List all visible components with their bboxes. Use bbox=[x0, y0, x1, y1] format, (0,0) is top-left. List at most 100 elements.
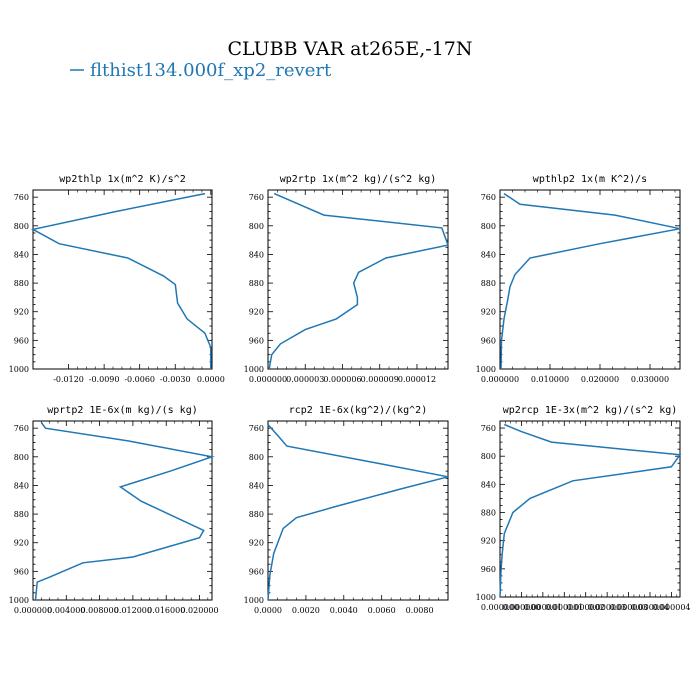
x-tick-label: 0.020000 bbox=[581, 375, 619, 384]
x-tick-label: 0.000003 bbox=[588, 603, 626, 612]
panel-title: wp2thlp 1x(m^2 K)/s^2 bbox=[59, 174, 185, 185]
y-tick-label: 880 bbox=[14, 510, 29, 519]
series-line bbox=[30, 192, 212, 369]
panel-title: wprtp2 1E-6x(m kg)/(s kg) bbox=[47, 405, 198, 416]
y-tick-label: 840 bbox=[14, 481, 29, 490]
x-tick-label: 0.0080 bbox=[406, 606, 434, 615]
plot-frame bbox=[267, 189, 449, 370]
y-tick-label: 800 bbox=[249, 222, 264, 231]
y-tick-label: 1000 bbox=[244, 596, 264, 605]
y-tick-label: 880 bbox=[249, 279, 264, 288]
y-tick-label: 960 bbox=[249, 567, 264, 576]
x-tick-label: 0.000000 bbox=[14, 606, 52, 615]
y-tick-label: 800 bbox=[14, 222, 29, 231]
x-tick-label: 0.016000 bbox=[147, 606, 185, 615]
x-tick-label: 0.0000 bbox=[254, 606, 282, 615]
y-tick-label: 760 bbox=[481, 424, 496, 433]
plot-frame bbox=[32, 420, 213, 601]
x-tick-label: 0.0040 bbox=[330, 606, 358, 615]
x-tick-label: 0.000001 bbox=[524, 603, 562, 612]
x-tick-label: 0.000012 bbox=[398, 375, 436, 384]
y-tick-label: 1000 bbox=[244, 365, 264, 374]
plot-frame bbox=[499, 189, 681, 370]
y-tick-label: 880 bbox=[481, 509, 496, 518]
x-tick-label: 0.004000 bbox=[47, 606, 85, 615]
series-line bbox=[34, 421, 215, 601]
x-tick-label: 0.030000 bbox=[631, 375, 669, 384]
x-tick-label: 0.000000 bbox=[502, 603, 540, 612]
x-tick-label: 0.000009 bbox=[361, 375, 399, 384]
x-tick-label: 0.012000 bbox=[114, 606, 152, 615]
panel-title: wpthlp2 1x(m K^2)/s bbox=[533, 174, 647, 185]
series-line bbox=[267, 424, 449, 601]
x-tick-label: -0.0120 bbox=[53, 375, 84, 384]
y-tick-label: 880 bbox=[14, 279, 29, 288]
y-tick-label: 880 bbox=[481, 279, 496, 288]
y-tick-label: 960 bbox=[14, 336, 29, 345]
x-tick-label: 0.000006 bbox=[323, 375, 361, 384]
panels: wp2thlp 1x(m^2 K)/s^2 760 800 840 880 920 960 1… bbox=[9, 174, 691, 615]
y-tick-label: 1000 bbox=[9, 596, 29, 605]
y-tick-label: 920 bbox=[14, 308, 29, 317]
x-tick-label: 0.0020 bbox=[292, 606, 320, 615]
y-tick-label: 840 bbox=[249, 481, 264, 490]
y-tick-label: 840 bbox=[481, 480, 496, 489]
x-tick-label: -0.0030 bbox=[160, 375, 191, 384]
x-tick-label: 0.0060 bbox=[368, 606, 396, 615]
y-tick-label: 760 bbox=[14, 193, 29, 202]
y-tick-label: 800 bbox=[14, 453, 29, 462]
y-tick-label: 840 bbox=[249, 250, 264, 259]
plot-frame bbox=[499, 420, 681, 598]
y-tick-label: 920 bbox=[249, 308, 264, 317]
x-tick-label: 0.000004 bbox=[631, 603, 669, 612]
y-tick-label: 880 bbox=[249, 510, 264, 519]
legend-label: flthist134.000f_xp2_revert bbox=[90, 60, 332, 81]
series-line bbox=[499, 423, 682, 598]
y-tick-label: 760 bbox=[249, 193, 264, 202]
panel-title: rcp2 1E-6x(kg^2)/(kg^2) bbox=[289, 405, 427, 416]
x-tick-label: 0.000001 bbox=[545, 603, 583, 612]
panel-6: wp2rcp 1E-3x(m^2 kg)/(s^2 kg) 760 800 840 88… bbox=[476, 405, 691, 612]
x-tick-label: 0.000003 bbox=[609, 603, 647, 612]
y-tick-label: 1000 bbox=[476, 365, 496, 374]
plot-frame bbox=[267, 420, 449, 601]
y-tick-label: 920 bbox=[481, 308, 496, 317]
series-line bbox=[268, 192, 449, 370]
y-tick-label: 840 bbox=[481, 250, 496, 259]
y-tick-label: 1000 bbox=[9, 365, 29, 374]
panel-2: wp2rtp 1x(m^2 kg)/(s^2 kg) 760 800 840 880 92… bbox=[244, 174, 449, 384]
x-tick-label: 0.000000 bbox=[481, 375, 519, 384]
x-tick-label: 0.000000 bbox=[249, 375, 287, 384]
series-line bbox=[500, 192, 681, 370]
panel-3: wpthlp2 1x(m K^2)/s 760 800 840 880 920 960 100… bbox=[476, 174, 681, 384]
y-tick-label: 960 bbox=[481, 336, 496, 345]
y-tick-label: 920 bbox=[249, 539, 264, 548]
x-tick-label: 0.000003 bbox=[286, 375, 324, 384]
x-tick-label: 0.000002 bbox=[567, 603, 605, 612]
x-tick-label: -0.0090 bbox=[89, 375, 120, 384]
y-tick-label: 840 bbox=[14, 250, 29, 259]
panel-5: rcp2 1E-6x(kg^2)/(kg^2) 760 800 840 880 920 96… bbox=[244, 405, 449, 615]
x-tick-label: 0.020000 bbox=[180, 606, 218, 615]
x-tick-label: 0.000000 bbox=[481, 603, 519, 612]
y-tick-label: 920 bbox=[14, 539, 29, 548]
x-tick-label: 0.008000 bbox=[81, 606, 119, 615]
y-tick-label: 960 bbox=[481, 565, 496, 574]
plot-frame bbox=[32, 189, 213, 370]
y-tick-label: 920 bbox=[481, 537, 496, 546]
x-tick-label: 0.000004 bbox=[652, 603, 690, 612]
panel-4: wprtp2 1E-6x(m kg)/(s kg) 760 800 840 880 920… bbox=[9, 405, 219, 615]
y-tick-label: 800 bbox=[481, 452, 496, 461]
panel-1: wp2thlp 1x(m^2 K)/s^2 760 800 840 880 920 960 1… bbox=[9, 174, 225, 384]
panel-title: wp2rtp 1x(m^2 kg)/(s^2 kg) bbox=[280, 174, 437, 185]
panel-title: wp2rcp 1E-3x(m^2 kg)/(s^2 kg) bbox=[503, 405, 678, 416]
y-tick-label: 760 bbox=[14, 424, 29, 433]
y-tick-label: 960 bbox=[249, 336, 264, 345]
y-tick-label: 760 bbox=[481, 193, 496, 202]
x-tick-label: 0.0000 bbox=[197, 375, 225, 384]
y-tick-label: 800 bbox=[249, 453, 264, 462]
figure-title: CLUBB VAR at265E,-17N bbox=[228, 38, 473, 60]
y-tick-label: 960 bbox=[14, 567, 29, 576]
y-tick-label: 1000 bbox=[476, 593, 496, 602]
